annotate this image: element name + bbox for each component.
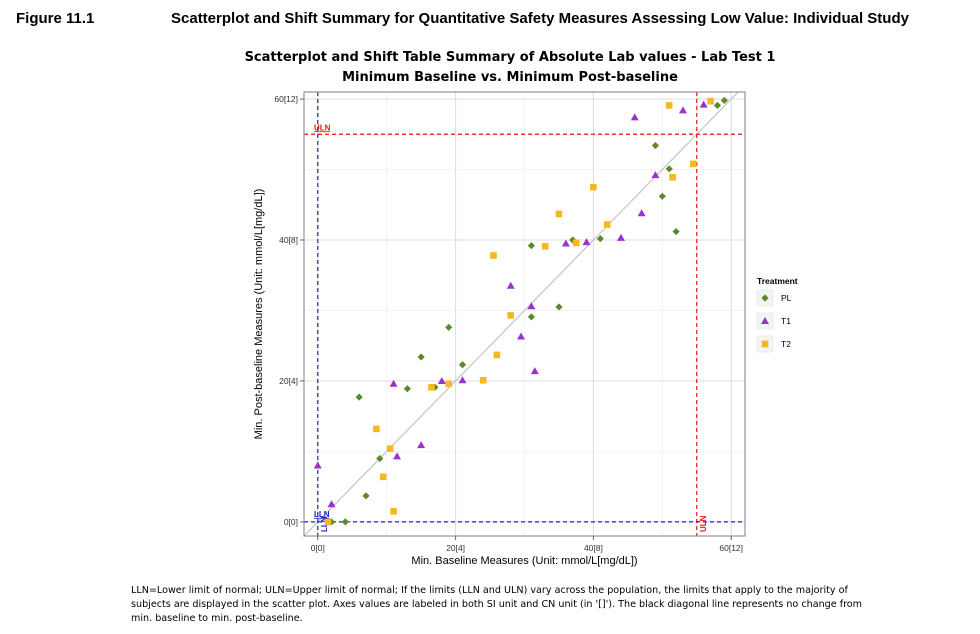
point-pl	[403, 385, 411, 393]
point-t1	[616, 233, 625, 241]
point-t1	[313, 461, 322, 469]
point-t1	[437, 376, 446, 384]
point-t1	[393, 452, 402, 460]
point-t1	[517, 332, 526, 340]
point-t1	[527, 302, 536, 310]
point-pl	[527, 242, 535, 250]
point-pl	[355, 393, 363, 401]
point-pl	[672, 227, 680, 236]
chart-subtitle: Minimum Baseline vs. Minimum Post-baseli…	[342, 70, 678, 85]
y-tick-label: 60[12]	[274, 94, 298, 104]
footnote-line-3: min. baseline to min. post-baseline.	[131, 613, 303, 624]
point-pl	[417, 353, 425, 361]
legend-label-pl: PL	[781, 293, 792, 303]
lln-label-horizontal: LLN	[314, 510, 330, 519]
y-tick-label: 0[0]	[284, 517, 298, 527]
point-t1	[582, 238, 591, 246]
point-t2	[324, 518, 332, 526]
point-t2	[665, 102, 673, 109]
legend-title: Treatment	[757, 276, 798, 286]
point-pl	[596, 234, 604, 243]
point-t1	[699, 100, 708, 108]
point-t1	[389, 379, 398, 387]
point-pl	[658, 192, 666, 200]
legend-marker-pl	[761, 294, 769, 302]
point-t2	[428, 383, 435, 391]
point-pl	[555, 303, 563, 311]
footnote: LLN=Lower limit of normal; ULN=Upper lim…	[131, 584, 891, 626]
footnote-line-1: LLN=Lower limit of normal; ULN=Upper lim…	[131, 585, 848, 596]
legend-marker-t1	[761, 317, 769, 324]
x-tick-label: 40[8]	[584, 543, 603, 553]
legend-label-t2: T2	[781, 339, 791, 349]
point-t2	[390, 508, 397, 515]
figure-number: Figure 11.1	[16, 10, 95, 27]
point-t2	[603, 221, 611, 228]
point-t2	[541, 243, 549, 250]
x-tick-label: 20[4]	[446, 543, 465, 553]
scatter-chart: ULN LLN ULN LLN 0[0] 20[4] 40[8] 60[12] 0[0] 20[4…	[253, 91, 798, 567]
point-t2	[555, 210, 563, 218]
point-pl	[376, 454, 384, 463]
point-t1	[678, 106, 687, 114]
legend-label-t1: T1	[781, 316, 791, 326]
point-t2	[386, 445, 394, 452]
figure-title: Scatterplot and Shift Summary for Quanti…	[171, 10, 909, 27]
point-t2	[707, 97, 714, 105]
point-t1	[417, 441, 426, 449]
point-pl	[445, 323, 453, 331]
lln-label-vertical: LLN	[320, 516, 329, 532]
point-t1	[630, 113, 639, 121]
point-pl	[651, 141, 660, 150]
point-t2	[479, 376, 487, 384]
point-pl	[362, 492, 370, 500]
point-t1	[561, 239, 570, 247]
legend-marker-t2	[761, 340, 769, 348]
point-pl	[713, 101, 722, 109]
x-tick-label: 0[0]	[311, 543, 325, 553]
point-t2	[690, 160, 697, 168]
point-t1	[651, 171, 660, 179]
point-t1	[637, 209, 646, 217]
point-pl	[720, 96, 728, 105]
point-t1	[506, 281, 515, 289]
y-axis-label: Min. Post-baseline Measures (Unit: mmol/…	[253, 189, 265, 440]
point-t1	[458, 376, 467, 384]
point-t2	[490, 252, 497, 259]
point-t1	[530, 367, 539, 375]
point-pl	[665, 165, 673, 173]
x-axis-label: Min. Baseline Measures (Unit: mmol/L[mg/…	[411, 555, 637, 567]
point-pl	[341, 518, 349, 526]
point-t2	[379, 473, 387, 481]
footnote-line-2: subjects are displayed in the scatter pl…	[131, 599, 863, 610]
y-tick-label: 40[8]	[279, 235, 298, 245]
plot-border	[303, 91, 746, 537]
y-tick-label: 20[4]	[279, 376, 298, 386]
point-t2	[493, 351, 501, 359]
point-t1	[327, 500, 336, 508]
point-t2	[507, 312, 515, 319]
uln-label-horizontal: ULN	[314, 123, 331, 132]
point-t2	[373, 425, 380, 433]
chart-title: Scatterplot and Shift Table Summary of A…	[244, 50, 776, 65]
diagonal-line	[304, 92, 739, 536]
point-t2	[590, 183, 597, 191]
point-t2	[669, 173, 676, 181]
point-t2	[445, 380, 453, 388]
point-pl	[527, 313, 535, 321]
point-pl	[458, 361, 467, 369]
uln-label-vertical: ULN	[699, 515, 708, 532]
point-t2	[572, 239, 580, 247]
x-tick-label: 60[12]	[719, 543, 743, 553]
